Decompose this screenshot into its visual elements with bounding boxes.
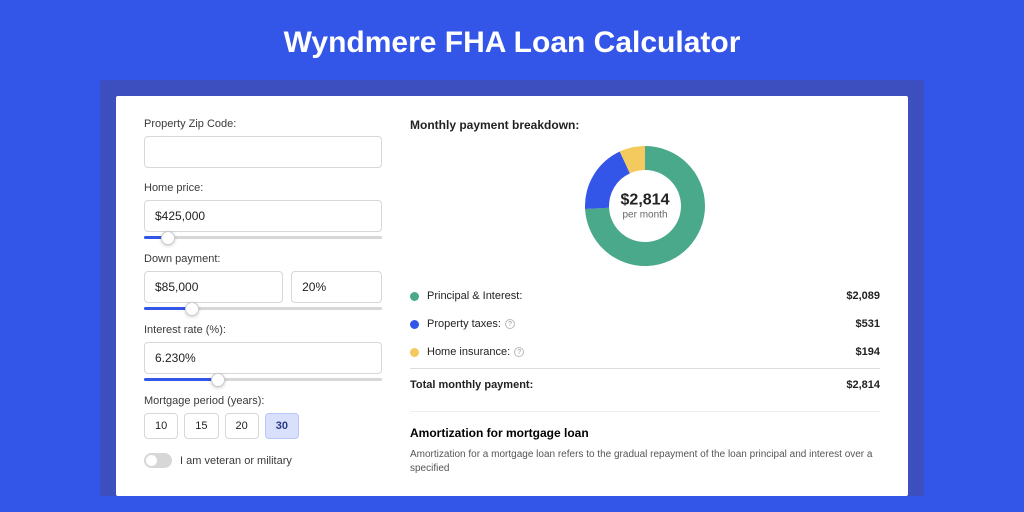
mortgage-period-option[interactable]: 15 bbox=[184, 413, 218, 439]
mortgage-period-option[interactable]: 30 bbox=[265, 413, 299, 439]
calculator-card: Property Zip Code: Home price: Down paym… bbox=[116, 96, 908, 496]
down-payment-label: Down payment: bbox=[144, 253, 382, 265]
info-icon[interactable]: ? bbox=[505, 319, 515, 329]
legend-dot bbox=[410, 348, 419, 357]
slider-thumb[interactable] bbox=[211, 373, 225, 387]
legend-row: Home insurance: ?$194 bbox=[410, 338, 880, 366]
interest-rate-label: Interest rate (%): bbox=[144, 324, 382, 336]
mortgage-period-option[interactable]: 20 bbox=[225, 413, 259, 439]
donut-amount: $2,814 bbox=[621, 192, 670, 210]
total-value: $2,814 bbox=[846, 379, 880, 391]
veteran-toggle-row: I am veteran or military bbox=[144, 453, 382, 468]
form-column: Property Zip Code: Home price: Down paym… bbox=[144, 118, 382, 496]
home-price-label: Home price: bbox=[144, 182, 382, 194]
veteran-toggle[interactable] bbox=[144, 453, 172, 468]
mortgage-period-field-group: Mortgage period (years): 1015 2030 bbox=[144, 395, 382, 439]
legend-row: Property taxes: ?$531 bbox=[410, 310, 880, 338]
donut-center: $2,814 per month bbox=[621, 192, 670, 221]
legend-value: $194 bbox=[856, 346, 880, 358]
donut-chart-wrap: $2,814 per month bbox=[410, 146, 880, 266]
mortgage-period-options: 1015 2030 bbox=[144, 413, 382, 439]
legend-dot bbox=[410, 292, 419, 301]
donut-chart: $2,814 per month bbox=[585, 146, 705, 266]
legend-label: Home insurance: ? bbox=[427, 346, 856, 358]
zip-field-group: Property Zip Code: bbox=[144, 118, 382, 168]
home-price-input[interactable] bbox=[144, 200, 382, 232]
legend-value: $2,089 bbox=[846, 290, 880, 302]
legend: Principal & Interest:$2,089Property taxe… bbox=[410, 282, 880, 366]
interest-rate-field-group: Interest rate (%): bbox=[144, 324, 382, 381]
breakdown-column: Monthly payment breakdown: $2,814 per mo… bbox=[410, 118, 880, 496]
slider-thumb[interactable] bbox=[161, 231, 175, 245]
total-row: Total monthly payment: $2,814 bbox=[410, 368, 880, 399]
home-price-field-group: Home price: bbox=[144, 182, 382, 239]
page-title: Wyndmere FHA Loan Calculator bbox=[0, 0, 1024, 80]
down-payment-input[interactable] bbox=[144, 271, 283, 303]
down-payment-slider[interactable] bbox=[144, 307, 382, 310]
legend-label: Property taxes: ? bbox=[427, 318, 856, 330]
donut-sub: per month bbox=[621, 210, 670, 221]
legend-row: Principal & Interest:$2,089 bbox=[410, 282, 880, 310]
breakdown-title: Monthly payment breakdown: bbox=[410, 118, 880, 132]
interest-rate-input[interactable] bbox=[144, 342, 382, 374]
zip-input[interactable] bbox=[144, 136, 382, 168]
info-icon[interactable]: ? bbox=[514, 347, 524, 357]
total-label: Total monthly payment: bbox=[410, 379, 846, 391]
zip-label: Property Zip Code: bbox=[144, 118, 382, 130]
mortgage-period-label: Mortgage period (years): bbox=[144, 395, 382, 407]
down-payment-percent-input[interactable] bbox=[291, 271, 382, 303]
interest-rate-slider[interactable] bbox=[144, 378, 382, 381]
legend-value: $531 bbox=[856, 318, 880, 330]
mortgage-period-option[interactable]: 10 bbox=[144, 413, 178, 439]
amortization-title: Amortization for mortgage loan bbox=[410, 426, 880, 440]
legend-dot bbox=[410, 320, 419, 329]
legend-label: Principal & Interest: bbox=[427, 290, 846, 302]
card-wrapper: Property Zip Code: Home price: Down paym… bbox=[100, 80, 924, 496]
slider-thumb[interactable] bbox=[185, 302, 199, 316]
down-payment-field-group: Down payment: bbox=[144, 253, 382, 310]
veteran-label: I am veteran or military bbox=[180, 455, 292, 467]
home-price-slider[interactable] bbox=[144, 236, 382, 239]
amortization-section: Amortization for mortgage loan Amortizat… bbox=[410, 411, 880, 476]
amortization-text: Amortization for a mortgage loan refers … bbox=[410, 448, 880, 476]
